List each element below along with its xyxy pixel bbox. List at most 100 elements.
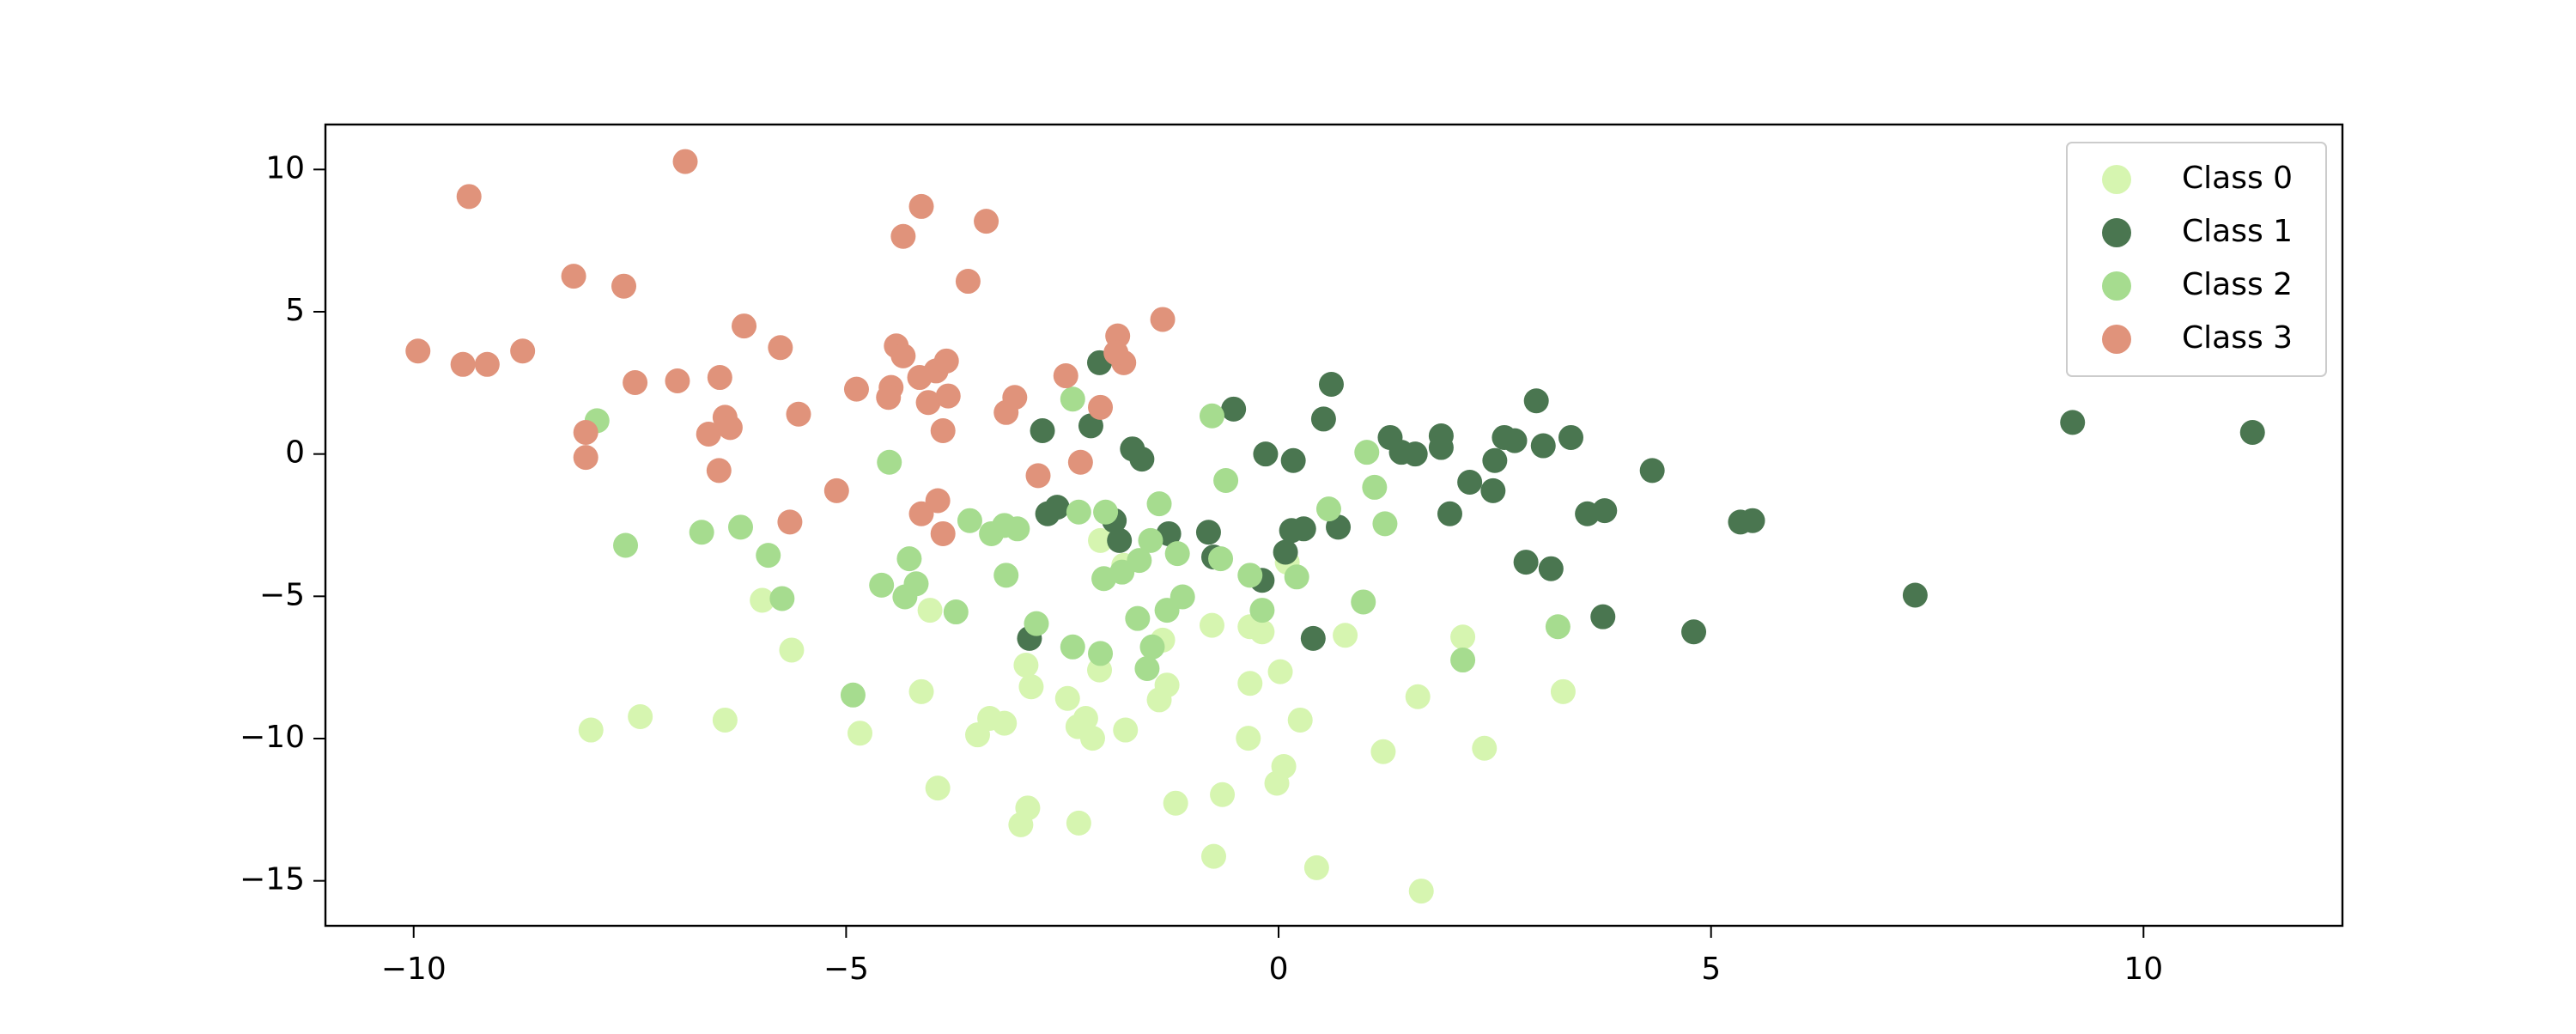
point [717, 415, 743, 441]
point [992, 710, 1018, 736]
point [1078, 413, 1103, 439]
y-tick-label: 0 [285, 435, 305, 471]
point [1067, 449, 1093, 475]
point [1120, 436, 1145, 462]
point [935, 383, 961, 409]
point [1639, 458, 1665, 484]
point [611, 273, 637, 299]
point [1237, 563, 1263, 588]
point [456, 184, 482, 210]
point [1093, 499, 1119, 525]
point [1024, 611, 1049, 636]
point [1005, 516, 1030, 542]
point [943, 599, 969, 625]
point [892, 584, 918, 610]
point [1472, 735, 1498, 761]
point [1279, 518, 1304, 544]
point [915, 390, 941, 416]
point [1107, 527, 1133, 553]
point [1164, 541, 1190, 567]
point [1450, 648, 1476, 673]
point [1300, 625, 1326, 651]
point [890, 223, 916, 249]
point [1072, 705, 1098, 731]
point [1354, 440, 1380, 465]
point [1163, 790, 1188, 816]
point [1538, 556, 1564, 581]
point [1249, 619, 1275, 645]
y-tick-label: −5 [259, 577, 305, 612]
point [1253, 441, 1279, 467]
point [1550, 678, 1576, 704]
point [1088, 527, 1114, 553]
point [908, 678, 934, 704]
point [707, 365, 732, 391]
point [1362, 474, 1388, 500]
point [1372, 511, 1398, 537]
point [1150, 307, 1176, 332]
point [1370, 739, 1396, 764]
series [1017, 350, 2265, 651]
point [1054, 685, 1080, 711]
point [1103, 340, 1129, 366]
point [1199, 612, 1224, 638]
point [750, 587, 775, 613]
point [1590, 604, 1616, 630]
point [1237, 671, 1263, 696]
point [843, 376, 869, 402]
point [510, 338, 536, 364]
legend-label: Class 1 [2182, 214, 2293, 249]
point [732, 313, 757, 339]
y-tick-label: −10 [240, 720, 305, 755]
point [1480, 477, 1506, 503]
point [1545, 614, 1571, 640]
point [993, 563, 1019, 588]
point [779, 637, 805, 663]
point [1428, 435, 1454, 460]
point [1195, 520, 1221, 545]
point [1315, 496, 1341, 522]
y-tick-label: 5 [285, 293, 305, 328]
point [2060, 410, 2086, 435]
point [1088, 394, 1114, 420]
x-tick-label: −5 [823, 952, 869, 987]
point [1013, 653, 1039, 678]
point [1377, 424, 1403, 450]
point [840, 682, 866, 708]
point [706, 458, 732, 484]
point [1271, 753, 1297, 779]
point [1287, 707, 1313, 733]
point [930, 418, 956, 444]
point [1088, 641, 1114, 666]
series [584, 386, 1571, 708]
point [1523, 388, 1549, 414]
point [1199, 403, 1224, 429]
point [1079, 726, 1105, 751]
legend-marker [2102, 325, 2131, 354]
point [2239, 419, 2265, 445]
point [1025, 463, 1051, 489]
point [876, 385, 902, 411]
point [848, 721, 873, 746]
point [1249, 598, 1275, 623]
point [1127, 548, 1152, 574]
point [1200, 843, 1226, 869]
point [1408, 879, 1434, 904]
point [573, 419, 598, 445]
point [1303, 855, 1329, 880]
point [474, 351, 500, 377]
point [896, 546, 922, 572]
point [1333, 623, 1358, 648]
point [665, 368, 690, 394]
point [908, 193, 934, 219]
legend-label: Class 0 [2182, 161, 2293, 196]
point [1035, 501, 1060, 526]
point [1310, 406, 1336, 432]
point [1513, 550, 1539, 575]
point [777, 509, 803, 535]
point [1450, 624, 1476, 650]
point [1066, 810, 1091, 836]
point [1482, 447, 1508, 473]
